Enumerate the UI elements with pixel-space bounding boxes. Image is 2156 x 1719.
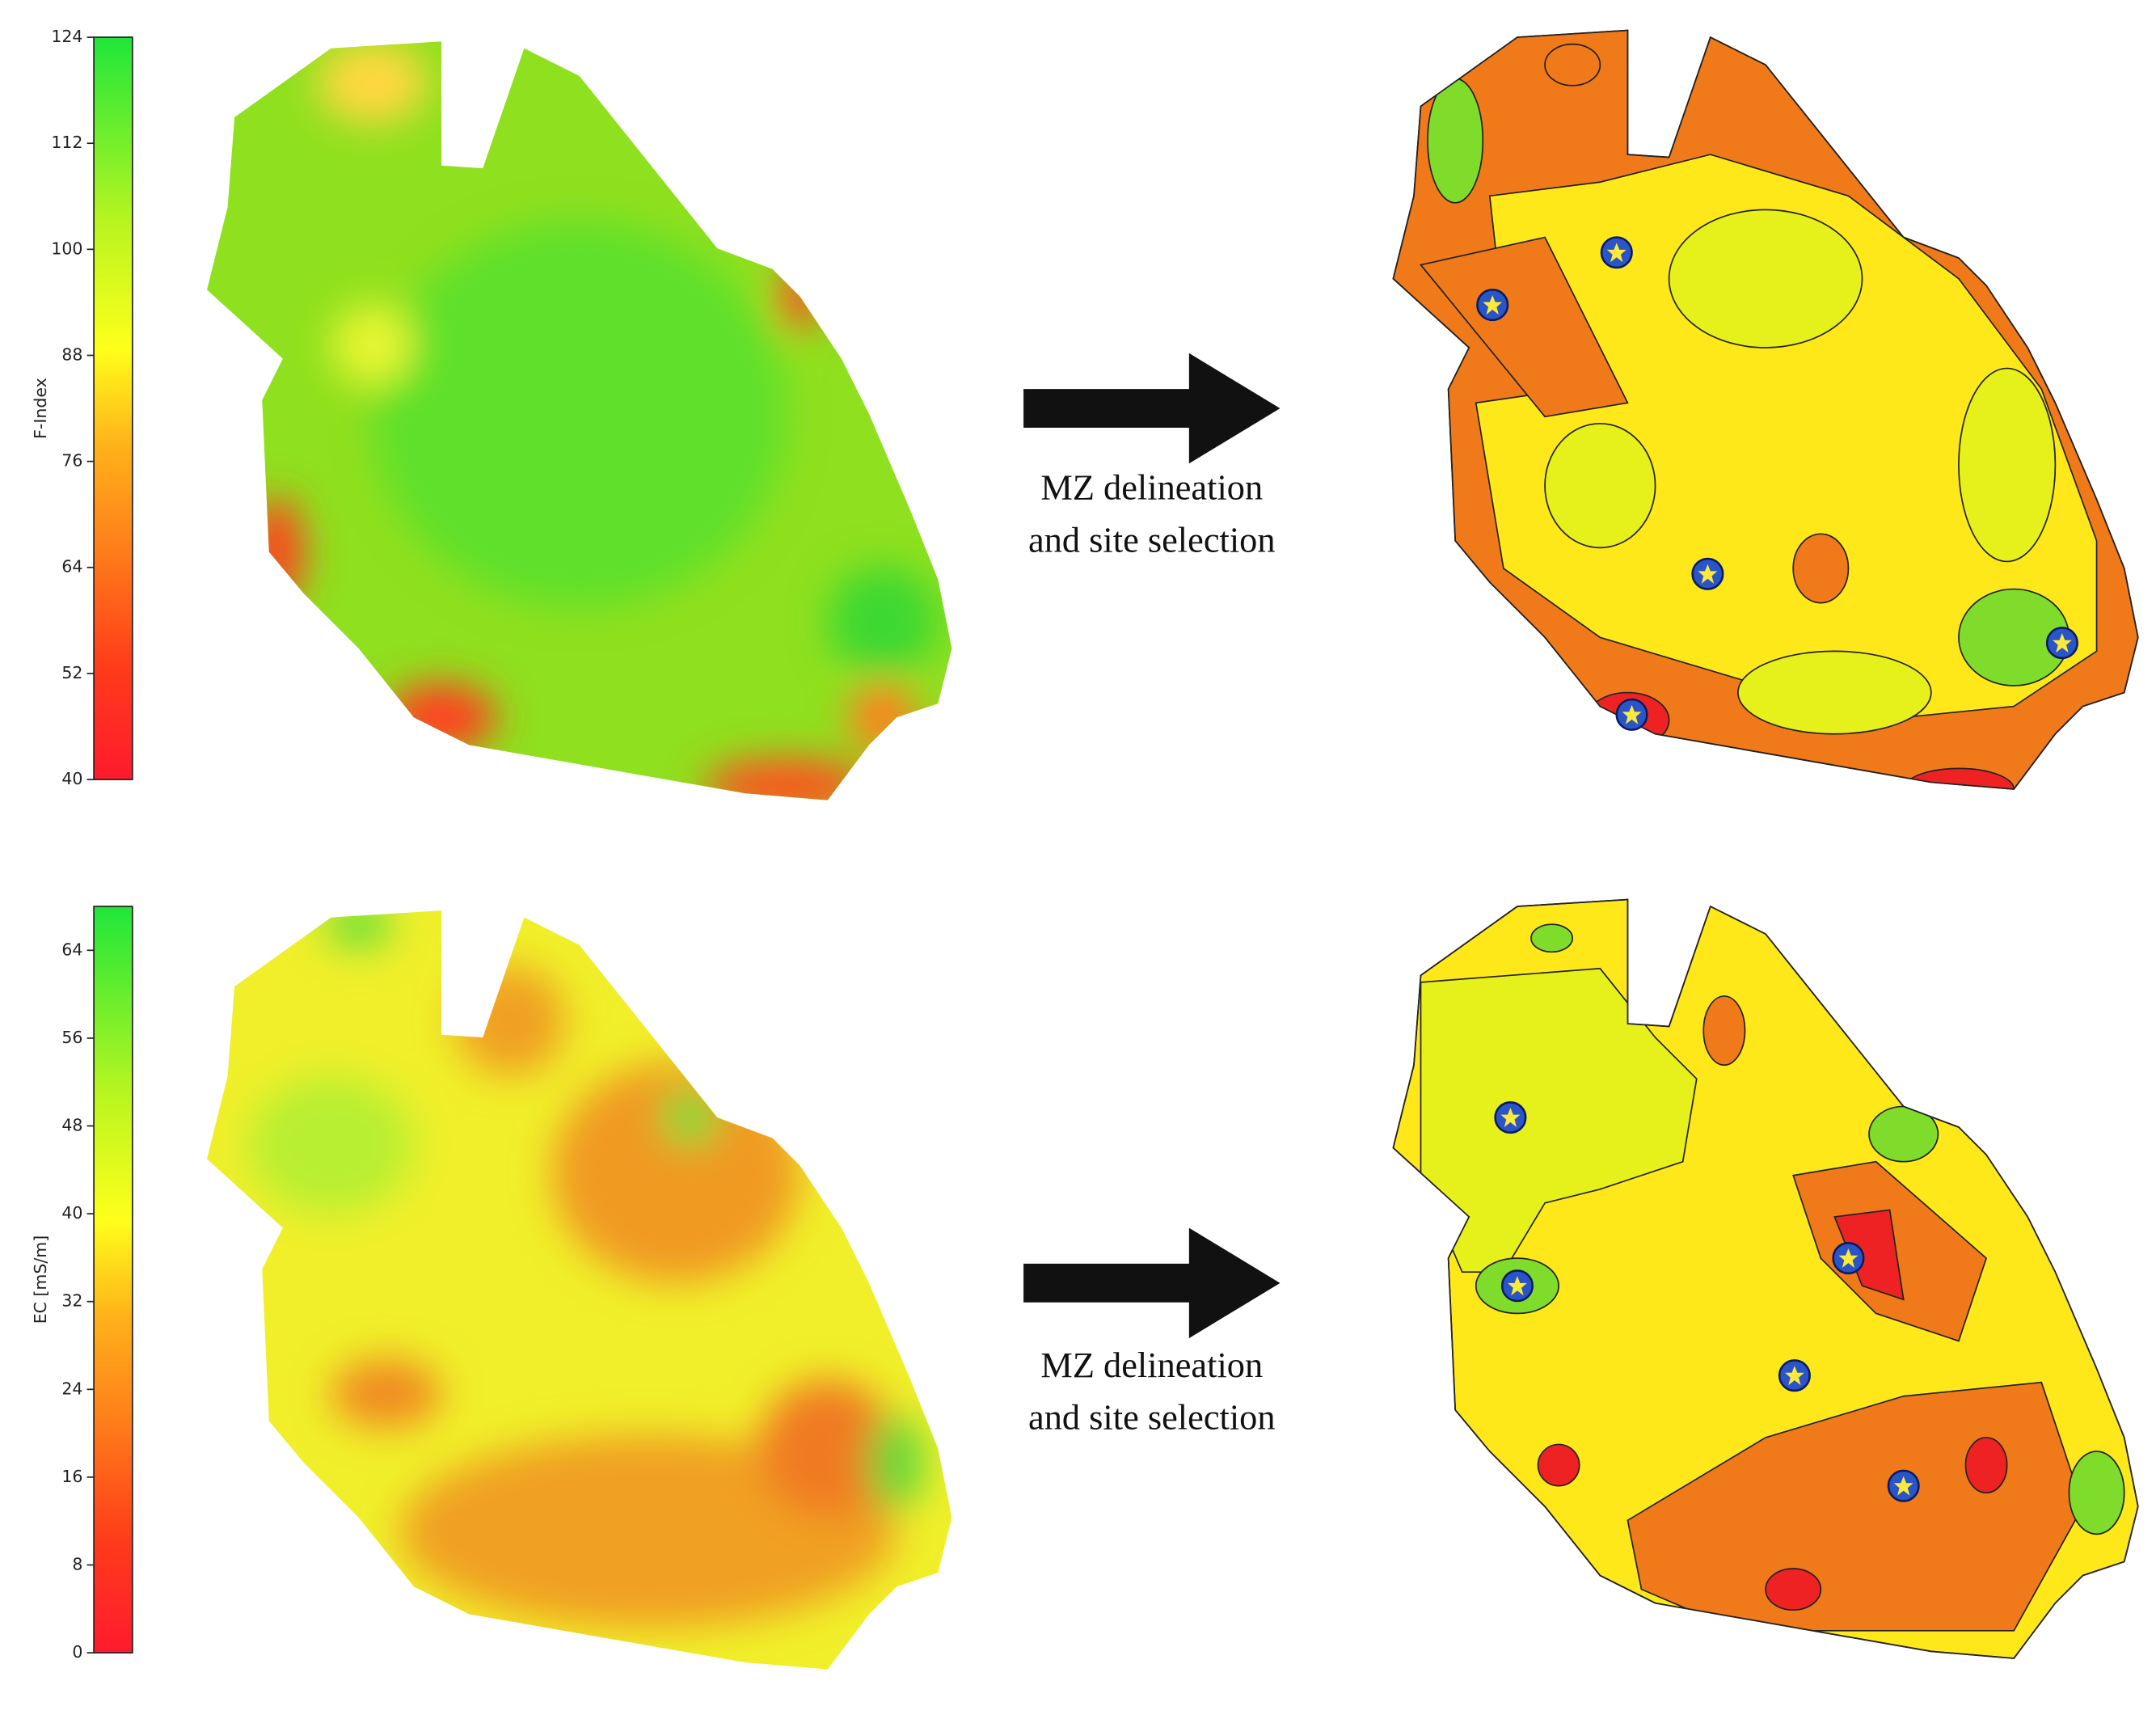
colorbar-tick-label: 8 <box>72 1555 82 1574</box>
caption: MZ delineation <box>1040 467 1263 508</box>
caption: and site selection <box>1028 520 1276 560</box>
zone-map <box>1392 29 2139 790</box>
ec-map <box>206 910 952 1670</box>
colorbar-tick-label: 124 <box>51 27 82 46</box>
arrow <box>1023 353 1281 464</box>
colorbar <box>93 36 133 780</box>
colorbar-tick-label: 40 <box>61 1203 82 1223</box>
colorbar-tick-label: 56 <box>61 1028 82 1047</box>
colorbar-tick-label: 76 <box>61 451 82 471</box>
arrow <box>1023 1227 1281 1339</box>
colorbar-tick-label: 32 <box>61 1291 82 1311</box>
colorbar-tick-label: 100 <box>51 239 82 258</box>
colorbar-label: EC [mS/m] <box>31 1235 50 1324</box>
colorbar-tick-label: 48 <box>61 1116 82 1135</box>
colorbar-tick-label: 64 <box>61 557 82 577</box>
caption: and site selection <box>1028 1397 1276 1438</box>
colorbar-tick-label: 52 <box>61 663 82 682</box>
colorbar-tick-label: 40 <box>61 769 82 788</box>
colorbar-tick-label: 112 <box>51 133 82 152</box>
colorbar <box>93 906 133 1654</box>
colorbar-tick-label: 88 <box>61 344 82 364</box>
colorbar-tick-label: 64 <box>61 940 82 959</box>
colorbar-tick-label: 16 <box>61 1467 82 1486</box>
colorbar-label: F-Index <box>31 378 50 439</box>
colorbar-tick-label: 0 <box>72 1642 82 1662</box>
zone-map <box>1392 898 2139 1659</box>
colorbar-tick-label: 24 <box>61 1379 82 1398</box>
f-index-map <box>206 41 952 800</box>
caption: MZ delineation <box>1040 1345 1263 1385</box>
